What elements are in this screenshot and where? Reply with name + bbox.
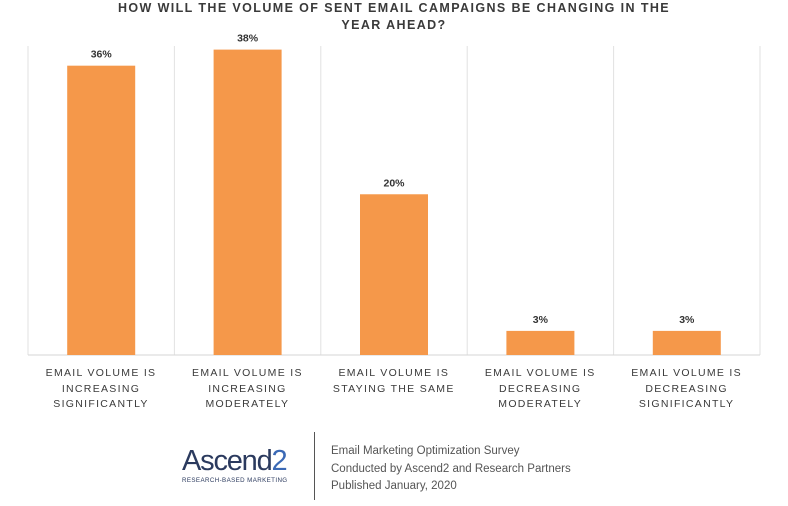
category-label-line: MODERATELY [498, 398, 583, 410]
category-label-line: DECREASING [645, 382, 728, 395]
bar [67, 65, 136, 355]
chart-title-line-2: YEAR AHEAD? [341, 18, 447, 32]
category-label: EMAIL VOLUME IS DECREASING MODERATELY [467, 366, 613, 413]
category-label-line: EMAIL VOLUME IS [192, 367, 303, 379]
footer-line-1: Email Marketing Optimization Survey [331, 445, 520, 457]
chart-title: HOW WILL THE VOLUME OF SENT EMAIL CAMPAI… [0, 0, 788, 34]
category-label-line: DECREASING [498, 382, 582, 395]
footer-line-3: Published January, 2020 [331, 480, 457, 492]
category-label-line: INCREASING [61, 382, 141, 395]
bar-value-label: 3% [679, 314, 695, 326]
bar-value-label: 38% [237, 33, 259, 45]
logo-tagline: RESEARCH-BASED MARKETING [182, 477, 288, 484]
logo-word-num: 2 [271, 445, 288, 477]
category-label-line: SIGNIFICANTLY [638, 398, 735, 410]
footer-line-2: Conducted by Ascend2 and Research Partne… [331, 462, 571, 475]
category-label-line: EMAIL VOLUME IS [338, 367, 450, 379]
footer-divider [314, 432, 315, 500]
category-label-line: STAYING THE SAME [332, 382, 455, 395]
category-label-line: MODERATELY [205, 398, 290, 410]
bar [360, 194, 428, 355]
category-label-line: EMAIL VOLUME IS [631, 367, 742, 379]
bar [213, 49, 282, 355]
category-label: EMAIL VOLUME IS DECREASING SIGNIFICANTLY [614, 366, 760, 413]
category-label-line: EMAIL VOLUME IS [484, 367, 596, 379]
category-label: EMAIL VOLUME IS INCREASING MODERATELY [174, 366, 320, 413]
bar-chart: 36% 38% 20% 3% 3% [27, 33, 761, 356]
bar [652, 330, 721, 355]
bar-value-label: 20% [383, 177, 405, 189]
ascend2-logo: Ascend2 RESEARCH-BASED MARKETING [182, 446, 298, 484]
bar-value-label: 3% [533, 314, 549, 326]
category-label-line: EMAIL VOLUME IS [45, 367, 157, 379]
bar-value-label: 36% [91, 49, 113, 61]
category-label: EMAIL VOLUME IS INCREASING SIGNIFICANTLY [28, 366, 174, 413]
chart-title-line-1: HOW WILL THE VOLUME OF SENT EMAIL CAMPAI… [117, 1, 671, 15]
footer-text: Email Marketing Optimization Survey Cond… [331, 443, 571, 496]
logo-word-main: Ascend [182, 445, 273, 477]
category-label: EMAIL VOLUME IS STAYING THE SAME [321, 366, 467, 397]
category-label-line: INCREASING [208, 382, 287, 395]
bar [506, 330, 575, 355]
category-label-line: SIGNIFICANTLY [53, 398, 149, 410]
